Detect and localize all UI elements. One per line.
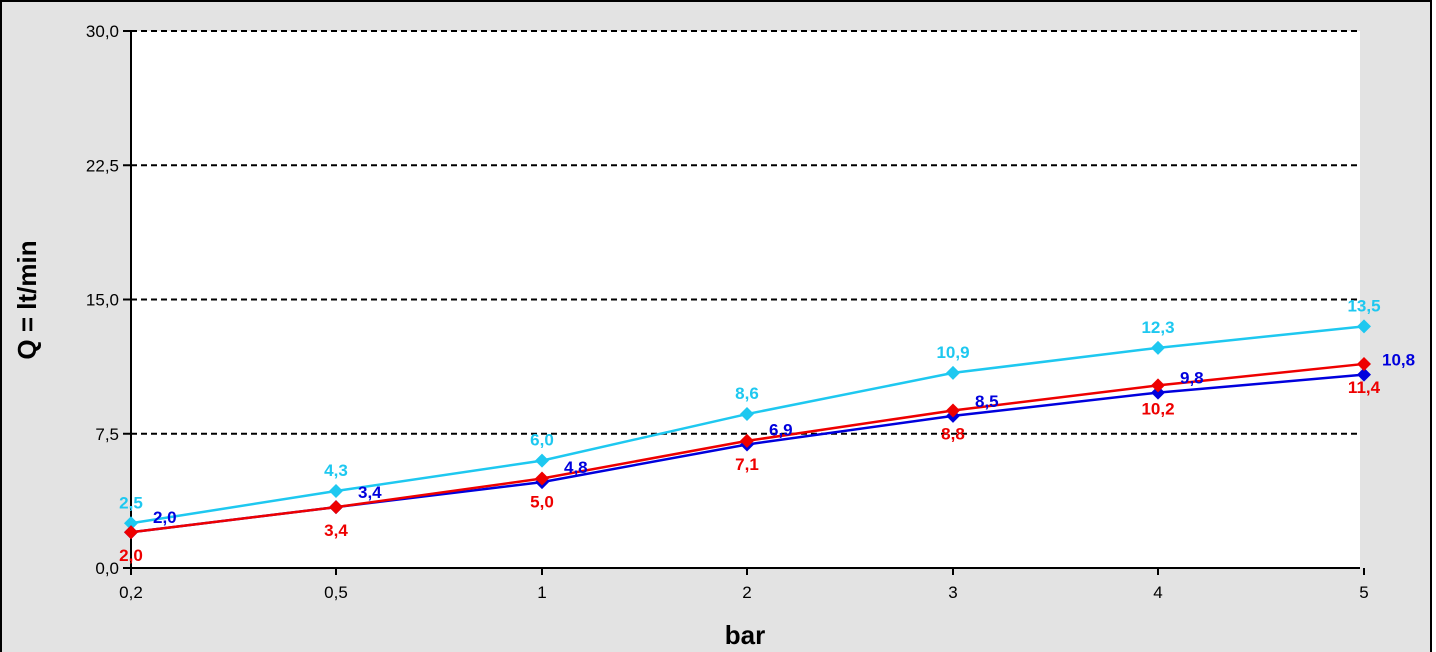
data-point — [329, 500, 343, 515]
x-tick-label: 1 — [537, 583, 546, 602]
data-label: 8,5 — [975, 392, 999, 411]
data-label: 6,9 — [769, 420, 793, 439]
y-tick-label: 30,0 — [86, 22, 119, 41]
data-label: 8,6 — [735, 384, 759, 403]
data-point — [740, 433, 754, 448]
data-point — [1357, 319, 1371, 334]
axes: 0,0 7,5 15,0 22,5 30,0 0,2 0,5 1 2 3 4 5 — [86, 22, 1369, 602]
data-point — [946, 365, 960, 380]
data-label: 12,3 — [1141, 318, 1174, 337]
data-point — [1357, 356, 1371, 371]
data-point — [329, 484, 343, 499]
data-point — [946, 403, 960, 418]
y-tick-label: 7,5 — [95, 425, 119, 444]
x-tick-label: 0,5 — [324, 583, 348, 602]
data-label: 13,5 — [1347, 296, 1380, 315]
data-labels: 2,5 4,3 6,0 8,6 10,9 12,3 13,5 2,0 3,4 4,8 6,9 8,5 9… — [119, 296, 1415, 565]
data-label: 4,3 — [324, 461, 348, 480]
data-label: 8,8 — [941, 424, 965, 443]
data-label: 7,1 — [735, 455, 759, 474]
series-layer — [124, 319, 1371, 540]
data-label: 6,0 — [530, 431, 554, 450]
x-tick-label: 0,2 — [119, 583, 143, 602]
data-point — [124, 516, 138, 531]
data-label: 10,8 — [1382, 351, 1415, 370]
data-point — [740, 407, 754, 422]
y-tick-label: 22,5 — [86, 156, 119, 175]
x-tick-label: 4 — [1153, 583, 1162, 602]
x-axis-title: bar — [725, 620, 765, 650]
data-label: 2,0 — [153, 508, 177, 527]
x-tick-label: 2 — [742, 583, 751, 602]
data-point — [1357, 367, 1371, 382]
data-label: 2,5 — [119, 493, 143, 512]
data-label: 10,2 — [1141, 399, 1174, 418]
y-tick-label: 15,0 — [86, 291, 119, 310]
data-label: 2,0 — [119, 546, 143, 565]
data-point — [535, 471, 549, 486]
y-axis-title: Q = lt/min — [12, 240, 42, 359]
data-label: 4,8 — [564, 458, 588, 477]
x-tick-label: 5 — [1359, 583, 1368, 602]
data-point — [1151, 385, 1165, 400]
data-label: 5,0 — [530, 493, 554, 512]
x-tick-label: 3 — [948, 583, 957, 602]
grid-lines — [131, 30, 1360, 435]
data-label: 3,4 — [324, 521, 348, 540]
y-tick-label: 0,0 — [95, 559, 119, 578]
data-point — [1151, 378, 1165, 393]
data-label: 10,9 — [936, 343, 969, 362]
data-point — [124, 525, 138, 540]
data-point — [1151, 340, 1165, 355]
data-label: 3,4 — [358, 483, 382, 502]
data-label: 9,8 — [1180, 369, 1204, 388]
data-point — [535, 453, 549, 468]
data-label: 11,4 — [1348, 378, 1381, 397]
